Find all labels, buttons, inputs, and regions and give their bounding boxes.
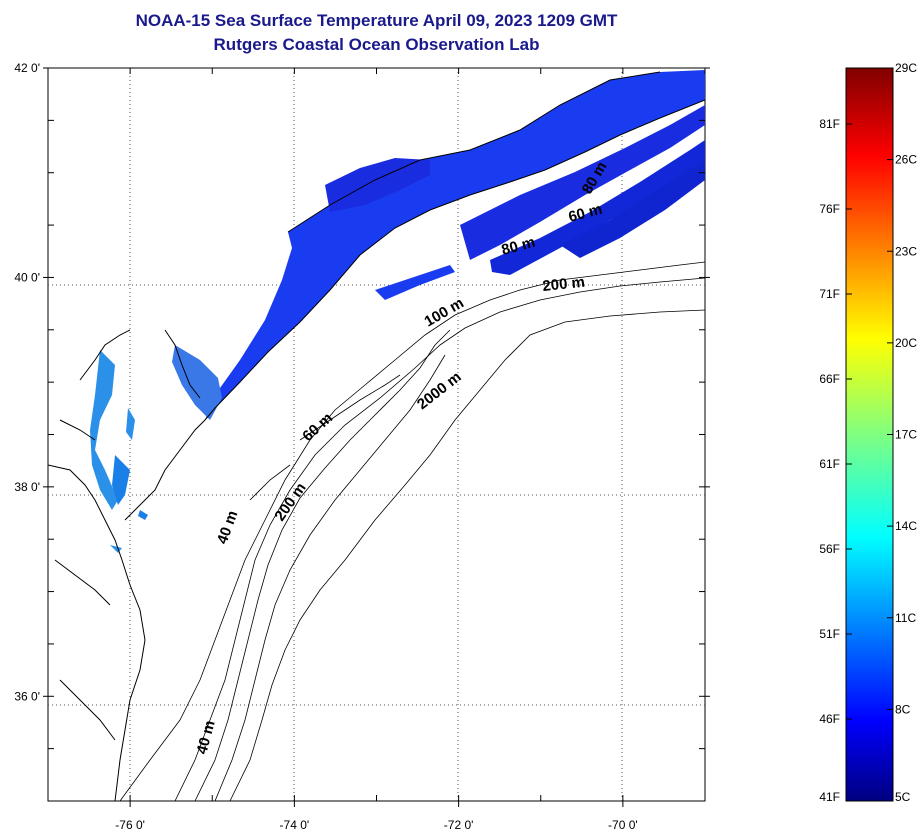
- colorbar-celsius-label: 14C: [895, 519, 917, 533]
- colorbar-celsius-label: 5C: [895, 790, 911, 804]
- isobath-label: 200 m: [542, 274, 586, 295]
- colorbar-fahrenheit-label: 81F: [819, 117, 840, 131]
- colorbar-labels: 29C 26C 23C 20C 17C 14C 11C 8C 5C 81F 76F 71F 66F 61F…: [819, 61, 917, 804]
- colorbar-fahrenheit-label: 61F: [819, 457, 840, 471]
- colorbar-celsius-label: 23C: [895, 244, 917, 258]
- colorbar-celsius-label: 17C: [895, 428, 917, 442]
- lon-tick-label: -70 0': [608, 818, 638, 832]
- coastline: [48, 71, 705, 801]
- colorbar-celsius-label: 8C: [895, 702, 911, 716]
- colorbar-celsius-label: 11C: [895, 611, 916, 625]
- colorbar-fahrenheit-label: 41F: [819, 790, 840, 804]
- isobaths: [119, 261, 705, 801]
- sst-data-layer: [90, 70, 705, 553]
- lat-tick-label: 36 0': [14, 689, 40, 703]
- colorbar-celsius-label: 29C: [895, 61, 917, 75]
- colorbar-fahrenheit-label: 46F: [819, 712, 840, 726]
- colorbar-fahrenheit-label: 66F: [819, 372, 840, 386]
- map-subtitle: Rutgers Coastal Ocean Observation Lab: [213, 35, 540, 54]
- lon-tick-label: -74 0': [280, 818, 310, 832]
- graticule: [48, 68, 705, 801]
- lat-tick-label: 38 0': [14, 480, 40, 494]
- colorbar: [845, 67, 894, 802]
- colorbar-celsius-label: 26C: [895, 153, 917, 167]
- lon-tick-label: -72 0': [444, 818, 474, 832]
- colorbar-fahrenheit-label: 76F: [819, 202, 840, 216]
- colorbar-fahrenheit-label: 56F: [819, 542, 840, 556]
- lat-tick-label: 40 0': [14, 270, 40, 284]
- lon-tick-label: -76 0': [115, 818, 145, 832]
- map-axes: 42 0' 40 0' 38 0' 36 0' -76 0' -74 0' -72 0' -7…: [14, 61, 710, 832]
- lat-tick-label: 42 0': [14, 61, 40, 75]
- colorbar-fahrenheit-label: 51F: [819, 627, 840, 641]
- map-title: NOAA-15 Sea Surface Temperature April 09…: [135, 11, 618, 30]
- colorbar-fahrenheit-label: 71F: [819, 287, 840, 301]
- colorbar-celsius-label: 20C: [895, 336, 917, 350]
